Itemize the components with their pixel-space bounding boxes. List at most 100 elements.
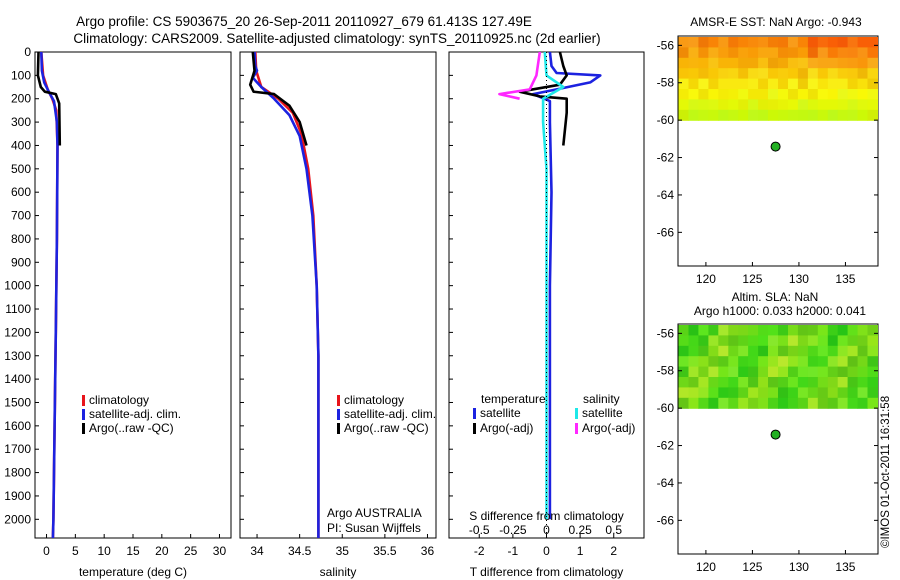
sst_map-heatmap-cell — [867, 109, 878, 121]
temperature-ytick-label: 1600 — [4, 419, 31, 433]
temperature-xtick-label: 10 — [97, 544, 111, 558]
sst_map-heatmap-cell — [718, 68, 729, 80]
climatology-subtitle: Climatology: CARS2009. Satellite-adjuste… — [73, 31, 600, 46]
sla_map-heatmap-cell — [708, 387, 719, 399]
sla_map-heatmap-cell — [778, 366, 789, 378]
sla_map-heatmap-cell — [857, 356, 869, 368]
sla_map-heatmap-cells — [678, 325, 878, 409]
sla_map-heatmap-cell — [738, 325, 749, 336]
temperature-legend-swatch — [82, 409, 85, 420]
sla_map-heatmap-cell — [748, 356, 759, 368]
difference-x2tick-label: 0 — [543, 523, 550, 537]
sst_map-heatmap-cell — [837, 78, 849, 90]
sst_map-heatmap-cell — [817, 37, 829, 48]
sst_map-heatmap-cell — [768, 37, 779, 48]
difference-legend-swatch — [575, 423, 578, 434]
temperature-xtick-label: 20 — [155, 544, 169, 558]
sla_map-heatmap-cell — [778, 325, 789, 336]
sst_map-xtick-label: 135 — [835, 272, 855, 286]
sla_map-heatmap-cell — [718, 325, 729, 336]
sst_map-heatmap-cell — [698, 89, 709, 100]
sst_map-heatmap-cell — [708, 78, 719, 90]
sst_map-heatmap-cell — [748, 78, 759, 90]
salinity-legend-label: climatology — [344, 393, 404, 407]
sla_map-heatmap-cell — [708, 366, 719, 378]
sst_map-heatmap-cell — [708, 57, 719, 69]
sla_map-heatmap-cell — [827, 335, 839, 347]
sla_map-heatmap-cell — [827, 345, 839, 357]
sst_map-heatmap-cell — [857, 68, 869, 80]
sla_map-heatmap-cell — [728, 325, 739, 336]
temperature-legend-swatch — [82, 395, 85, 406]
sla_map-heatmap-cell — [807, 325, 819, 336]
sst_map-heatmap-cell — [807, 78, 819, 90]
sst_map-ytick-label: -58 — [657, 76, 675, 90]
sla_map-heatmap-cell — [807, 387, 819, 399]
sst_map-heatmap-cell — [678, 57, 689, 69]
sla_map-heatmap-cell — [807, 366, 819, 378]
sla_map-heatmap-cell — [758, 377, 769, 388]
sla_map-heatmap-cell — [678, 377, 689, 388]
sst_map-heatmap-cell — [758, 47, 769, 59]
sla_map-heatmap-cell — [688, 387, 699, 399]
temperature-ytick-label: 300 — [11, 115, 31, 129]
sla_map-heatmap-cell — [718, 345, 729, 357]
sla_map-heatmap-cell — [708, 377, 719, 388]
imos-watermark: ©IMOS 01-Oct-2011 16:31:58 — [880, 396, 892, 548]
temperature-ytick-label: 1000 — [4, 279, 31, 293]
sst_map-heatmap-cell — [797, 99, 809, 111]
sst_map-heatmap-cell — [837, 68, 849, 80]
sla_map-heatmap-cell — [867, 397, 878, 409]
sst_map-heatmap-cell — [698, 78, 709, 90]
sla_map-heatmap-cell — [827, 397, 839, 409]
sla_map-heatmap-cell — [718, 356, 729, 368]
sla_map-heatmap-cell — [817, 377, 829, 388]
sst_map-heatmap-cell — [857, 37, 869, 48]
sst-map-title: AMSR-E SST: NaN Argo: -0.943 — [690, 15, 862, 29]
sla_map-heatmap-cell — [837, 377, 849, 388]
sla_map-heatmap-cell — [778, 345, 789, 357]
temperature-xtick-label: 15 — [126, 544, 140, 558]
sla_map-heatmap-cell — [867, 335, 878, 347]
sla_map-heatmap-cell — [788, 387, 799, 399]
salinity-plot-frame — [239, 51, 437, 539]
sla_map-heatmap-cell — [817, 345, 829, 357]
sst_map-heatmap-cell — [857, 99, 869, 111]
sla_map-heatmap-cell — [678, 325, 689, 336]
temperature-xtick-label: 5 — [72, 544, 79, 558]
sla_map-heatmap-cell — [758, 387, 769, 399]
sst_map-ytick-label: -62 — [657, 151, 675, 165]
sst_map-heatmap-cell — [748, 47, 759, 59]
sla_map-heatmap-cell — [788, 366, 799, 378]
salinity-annotation-program: Argo AUSTRALIA — [327, 506, 422, 520]
difference-series-line — [498, 51, 542, 100]
sst_map-heatmap-cell — [807, 68, 819, 80]
sla_map-heatmap-cell — [688, 397, 699, 409]
sst_map-heatmap-cell — [847, 99, 859, 111]
sst-map-panel: AMSR-E SST: NaN Argo: -0.943 -56 -58 -60 -62… — [657, 15, 879, 286]
sla_map-ytick-label: -58 — [657, 364, 675, 378]
sst_map-heatmap-cell — [778, 99, 789, 111]
sst_map-heatmap-cell — [797, 78, 809, 90]
sst_map-heatmap-cell — [678, 109, 689, 121]
sst_map-heatmap-cell — [738, 68, 749, 80]
sst_map-heatmap-cell — [688, 57, 699, 69]
temperature-xlabel: temperature (deg C) — [79, 565, 187, 579]
sst_map-heatmap-cell — [708, 47, 719, 59]
sst_map-heatmap-cell — [847, 57, 859, 69]
salinity-xtick-label: 34.5 — [288, 544, 312, 558]
sla_map-heatmap-cell — [778, 397, 789, 409]
difference-legend-label: Argo(-adj) — [480, 421, 533, 435]
sst_map-heatmap-cell — [738, 99, 749, 111]
sla_map-heatmap-cell — [748, 377, 759, 388]
salinity-xtick-label: 35.5 — [373, 544, 397, 558]
sla_map-heatmap-cell — [807, 345, 819, 357]
sla_map-heatmap-cell — [688, 366, 699, 378]
sla_map-heatmap-cell — [738, 387, 749, 399]
difference-legend-swatch — [575, 408, 578, 419]
sst_map-heatmap-cell — [708, 99, 719, 111]
sst_map-heatmap-cell — [827, 57, 839, 69]
sst_map-heatmap-cell — [797, 37, 809, 48]
sla_map-heatmap-cell — [718, 366, 729, 378]
sst_map-heatmap-cell — [867, 68, 878, 80]
